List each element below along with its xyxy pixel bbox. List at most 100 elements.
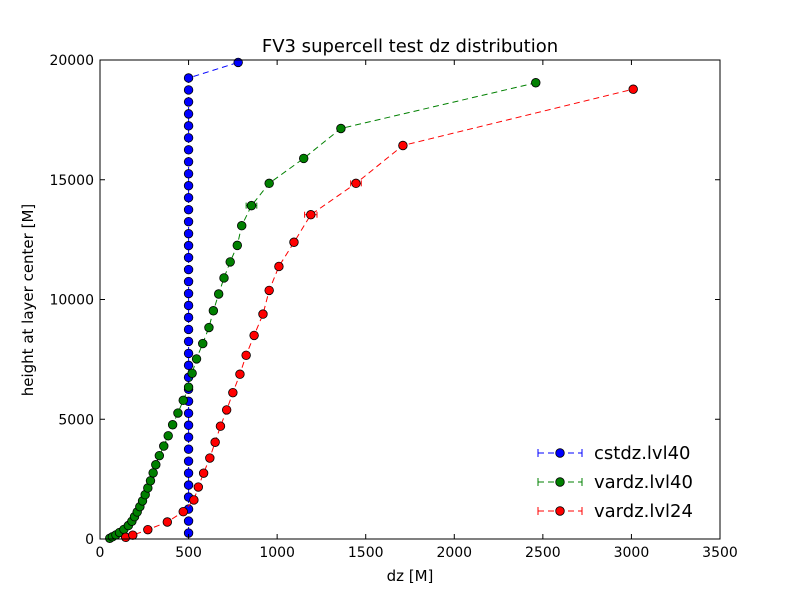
data-point bbox=[204, 322, 214, 333]
data-point bbox=[198, 338, 208, 349]
data-point bbox=[128, 530, 138, 540]
data-point bbox=[167, 420, 178, 430]
data-point bbox=[183, 444, 194, 454]
data-point bbox=[183, 276, 194, 287]
data-point bbox=[306, 210, 316, 220]
data-point bbox=[241, 350, 251, 361]
data-point bbox=[159, 441, 169, 451]
data-point bbox=[183, 228, 194, 239]
series-line bbox=[188, 61, 239, 533]
data-point bbox=[628, 84, 638, 94]
series-vardz.lvl40 bbox=[105, 78, 541, 543]
data-point bbox=[183, 468, 194, 478]
data-point bbox=[183, 109, 194, 119]
data-point bbox=[183, 97, 194, 107]
data-point bbox=[183, 133, 194, 143]
data-point bbox=[183, 121, 194, 131]
data-point bbox=[183, 73, 194, 83]
data-point bbox=[219, 273, 229, 283]
data-point bbox=[183, 145, 194, 155]
data-point bbox=[162, 517, 173, 527]
data-point bbox=[398, 140, 408, 151]
data-point bbox=[183, 336, 194, 347]
data-point bbox=[183, 300, 194, 311]
y-axis-label: height at layer center [M] bbox=[19, 204, 37, 397]
data-point bbox=[183, 204, 194, 215]
data-point bbox=[183, 456, 194, 466]
data-point bbox=[183, 288, 194, 299]
data-point bbox=[249, 330, 259, 341]
data-point bbox=[183, 252, 194, 263]
data-point bbox=[232, 240, 242, 251]
data-point bbox=[183, 85, 194, 95]
data-point bbox=[191, 354, 202, 364]
data-point bbox=[183, 348, 194, 359]
data-point bbox=[198, 468, 209, 478]
legend-entry: cstdz.lvl40 bbox=[537, 443, 691, 464]
data-point bbox=[274, 261, 284, 272]
x-tick-label: 0 bbox=[96, 545, 105, 561]
y-tick-label: 20000 bbox=[49, 53, 94, 69]
legend-entry: vardz.lvl40 bbox=[537, 472, 693, 493]
data-point bbox=[183, 240, 194, 251]
data-point bbox=[145, 476, 156, 486]
x-axis-label: dz [M] bbox=[387, 567, 434, 585]
x-tick-label: 1500 bbox=[348, 545, 384, 561]
data-point bbox=[151, 460, 161, 470]
data-point bbox=[228, 387, 238, 398]
data-point bbox=[178, 395, 188, 406]
data-point bbox=[183, 408, 194, 418]
data-point bbox=[213, 289, 224, 299]
data-point bbox=[183, 264, 194, 275]
data-point bbox=[336, 123, 346, 134]
data-point bbox=[183, 420, 194, 430]
legend-label: vardz.lvl24 bbox=[594, 501, 693, 522]
data-point bbox=[163, 431, 173, 441]
data-point bbox=[221, 405, 232, 415]
x-tick-label: 500 bbox=[175, 545, 202, 561]
x-tick-label: 3500 bbox=[702, 545, 738, 561]
data-point bbox=[183, 480, 194, 490]
data-point bbox=[183, 324, 194, 335]
legend-marker bbox=[555, 448, 565, 458]
y-tick-label: 10000 bbox=[49, 293, 94, 309]
legend-label: cstdz.lvl40 bbox=[594, 443, 691, 464]
series-vardz.lvl24 bbox=[120, 84, 638, 543]
data-point bbox=[289, 237, 299, 247]
data-point bbox=[233, 57, 243, 68]
data-point bbox=[183, 360, 194, 371]
data-point bbox=[187, 368, 197, 378]
data-point bbox=[210, 437, 220, 447]
data-point bbox=[189, 495, 199, 505]
data-point bbox=[183, 216, 194, 227]
plot-area bbox=[105, 57, 638, 543]
data-point bbox=[264, 285, 274, 296]
data-point bbox=[178, 506, 188, 517]
data-point bbox=[264, 178, 274, 189]
legend-label: vardz.lvl40 bbox=[594, 472, 693, 493]
y-tick-label: 5000 bbox=[58, 412, 94, 428]
legend-marker bbox=[555, 477, 565, 487]
data-point bbox=[237, 221, 247, 231]
y-tick-label: 0 bbox=[85, 532, 94, 548]
x-tick-label: 2000 bbox=[436, 545, 472, 561]
data-point bbox=[258, 309, 268, 319]
legend-entry: vardz.lvl24 bbox=[537, 501, 693, 522]
legend-marker bbox=[555, 506, 565, 516]
data-point bbox=[183, 193, 194, 203]
data-point bbox=[205, 453, 215, 463]
data-point bbox=[235, 369, 245, 379]
data-point bbox=[173, 408, 183, 418]
x-tick-label: 1000 bbox=[259, 545, 295, 561]
data-point bbox=[246, 200, 257, 211]
data-point bbox=[193, 482, 204, 492]
x-tick-label: 2500 bbox=[525, 545, 561, 561]
data-point bbox=[531, 78, 541, 88]
data-point bbox=[183, 169, 194, 179]
y-tick-label: 15000 bbox=[49, 173, 94, 189]
data-point bbox=[183, 516, 194, 526]
legend: cstdz.lvl40 vardz.lvl40 vardz.lvl24 bbox=[537, 443, 693, 522]
data-point bbox=[143, 524, 153, 535]
